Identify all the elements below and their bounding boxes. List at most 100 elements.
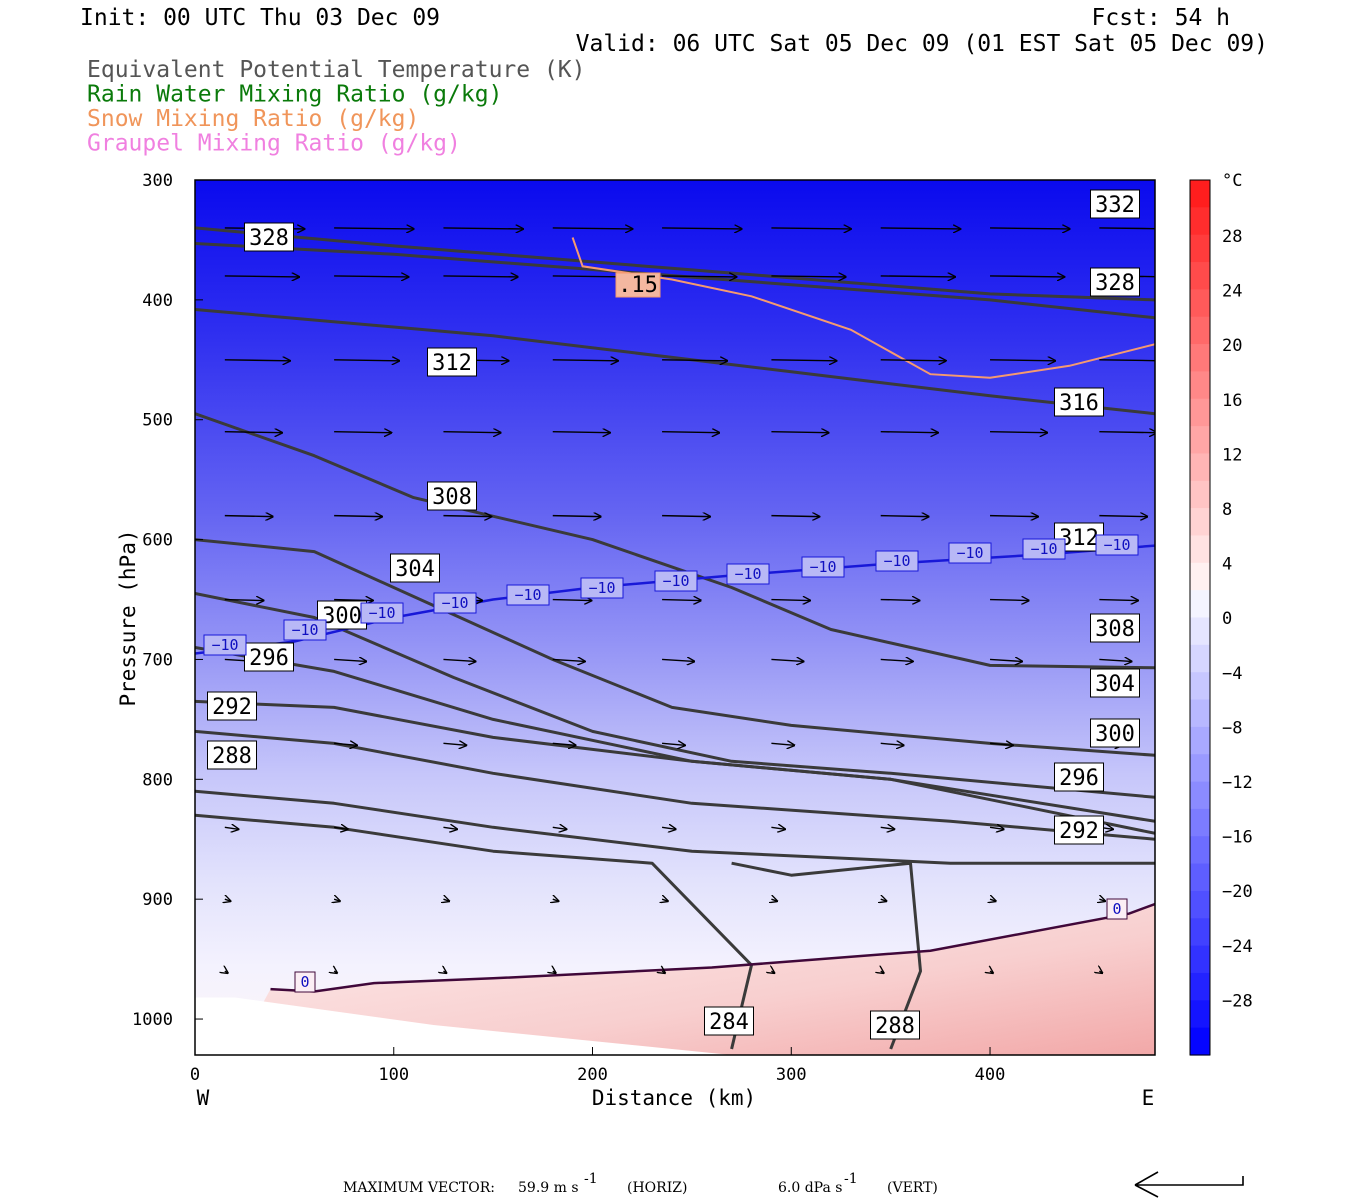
wind-vector [771, 228, 851, 229]
theta-e-contour [195, 646, 1155, 823]
colorbar-band [1190, 1000, 1210, 1029]
wind-vector [1099, 600, 1138, 601]
theta-e-label: 288 [875, 1014, 915, 1039]
wind-vector [1099, 516, 1147, 517]
wind-vector [880, 827, 895, 829]
y-tick-label: 800 [142, 770, 173, 790]
wind-vector [771, 360, 836, 361]
colorbar-band [1190, 316, 1210, 345]
theta-e-label: 284 [709, 1010, 749, 1035]
legend-entry: Graupel Mixing Ratio (g/kg) [87, 131, 461, 157]
y-tick-label: 400 [142, 291, 173, 311]
vert-exponent: -1 [844, 1171, 858, 1187]
wind-vector [880, 659, 913, 661]
colorbar-band [1190, 207, 1210, 236]
horiz-unit: (HORIZ) [627, 1180, 687, 1196]
theta-e-contour [195, 412, 1155, 670]
wind-vector [662, 360, 727, 361]
legend-entry: Snow Mixing Ratio (g/kg) [87, 106, 419, 132]
theta-e-label-box [1090, 189, 1140, 219]
wind-vector [662, 516, 710, 517]
isotherm-label: −10 [883, 552, 910, 570]
init-time: Init: 00 UTC Thu 03 Dec 09 [80, 5, 440, 31]
theta-e-label-box [870, 1010, 920, 1040]
colorbar-label: 4 [1222, 555, 1232, 575]
colorbar-band [1190, 1027, 1210, 1056]
isotherm-label: 0 [1112, 900, 1121, 918]
theta-e-label-box [1090, 267, 1140, 297]
theta-e-label-box [1054, 387, 1104, 417]
colorbar-unit: °C [1222, 171, 1242, 191]
wind-vector [990, 228, 1070, 229]
colorbar-label: 24 [1222, 282, 1242, 302]
theta-e-contour [195, 729, 1155, 841]
wind-vector [224, 516, 273, 517]
colorbar-label: −8 [1222, 718, 1242, 738]
theta-e-contour [731, 861, 922, 1050]
wind-vector [334, 899, 340, 901]
colorbar-band [1190, 590, 1210, 619]
wind-vector [334, 432, 391, 433]
snow-label: .15 [618, 273, 658, 298]
isotherm-label-box [294, 971, 316, 993]
wind-vector [443, 516, 491, 517]
colorbar-band [1190, 398, 1210, 427]
wind-vector [880, 432, 938, 433]
wind-vector [443, 432, 500, 433]
theta-e-label-box [1090, 718, 1140, 748]
isotherm-label-box [203, 634, 247, 656]
wind-vector [990, 600, 1029, 601]
wind-vector [662, 971, 665, 973]
wind-vector [552, 743, 576, 745]
theta-e-label-box [1090, 613, 1140, 643]
theta-e-contour [195, 592, 1155, 799]
theta-e-label: 300 [1095, 722, 1135, 747]
colorbar-band [1190, 863, 1210, 892]
colorbar-band [1190, 453, 1210, 482]
wind-vector [771, 432, 828, 433]
wind-vector [771, 600, 810, 601]
wind-vector [989, 743, 1013, 745]
wind-vector [990, 516, 1038, 517]
x-axis-title: Distance (km) [592, 1086, 756, 1110]
y-axis: 300 400 500 600 700 800 900 1000 [132, 171, 203, 1030]
isotherm-label-box [1106, 898, 1128, 920]
wind-vector [552, 432, 610, 433]
colorbar-band [1190, 836, 1210, 865]
isotherm-label-box [506, 584, 550, 606]
colorbar-band [1190, 972, 1210, 1001]
colorbar-frame [1189, 179, 1211, 1056]
x-tick-label: 400 [975, 1065, 1006, 1085]
wind-vector [334, 600, 373, 601]
wind-vector [443, 228, 523, 229]
colorbar-band [1190, 262, 1210, 290]
wind-vector [225, 899, 231, 901]
theta-e-label: 328 [249, 226, 289, 251]
wind-vector [334, 659, 366, 661]
wind-vector [443, 899, 449, 901]
theta-e-label-box [1054, 815, 1104, 845]
isotherm-label-box [654, 570, 698, 592]
x-tick-label: 200 [577, 1065, 608, 1085]
wind-vector [1099, 659, 1131, 661]
theta-e-label: 296 [249, 646, 289, 671]
wind-vector [334, 228, 414, 229]
isotherm-label: −10 [588, 579, 615, 597]
wind-vector [990, 276, 1064, 277]
x-axis: 0 100 200 300 400 [190, 1047, 1006, 1085]
colorbar-band [1190, 180, 1210, 208]
theta-e-contour [195, 226, 1155, 302]
theta-e-label: 332 [1095, 193, 1135, 218]
freezing-isotherm [270, 902, 1155, 993]
theta-e-label: 316 [1059, 391, 1099, 416]
x-tick-label: 300 [776, 1065, 807, 1085]
wind-vector [443, 743, 466, 745]
colorbar-band [1190, 754, 1210, 783]
theta-e-label-box [207, 691, 257, 721]
wind-vector [1099, 899, 1105, 901]
wind-vector [552, 360, 618, 361]
wind-vector [771, 743, 794, 745]
wind-vector [334, 971, 337, 973]
colorbar-band [1190, 371, 1210, 400]
y-tick-label: 1000 [132, 1010, 173, 1030]
